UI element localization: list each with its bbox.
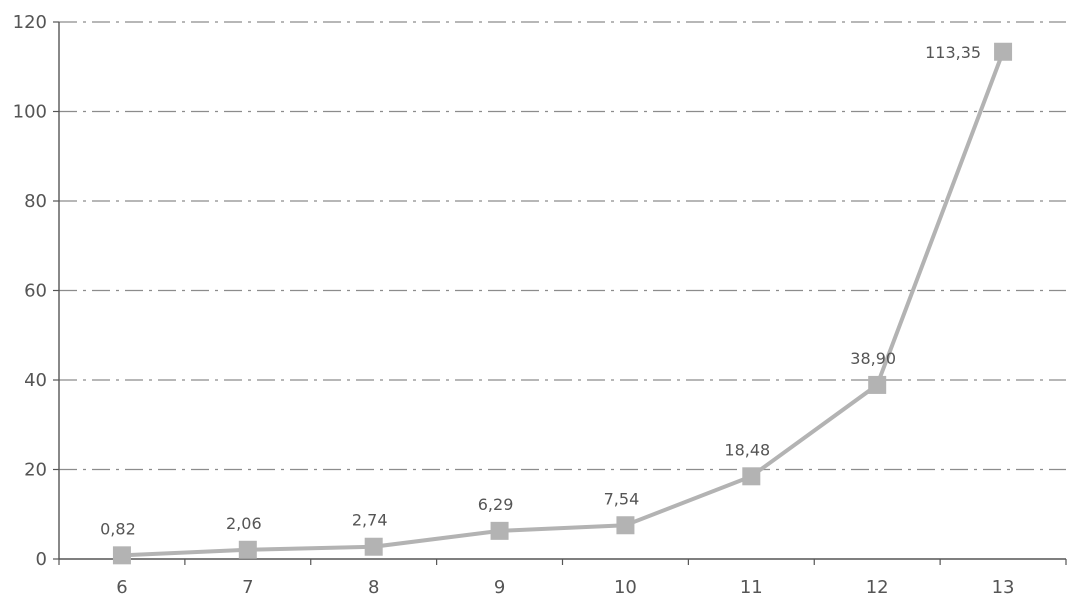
x-tick-label-6: 6 (116, 577, 127, 596)
y-tick-label-100: 100 (13, 102, 47, 123)
x-tick-label-10: 10 (614, 577, 637, 596)
x-tick-label-12: 12 (866, 577, 889, 596)
data-point-11 (742, 467, 761, 486)
y-tick-label-60: 60 (24, 281, 47, 302)
data-label-7: 2,06 (226, 514, 262, 533)
data-point-12 (868, 375, 887, 394)
data-point-6 (112, 546, 131, 565)
data-label-8: 2,74 (352, 511, 388, 530)
data-series (112, 42, 1013, 565)
data-point-13 (994, 42, 1013, 61)
data-label-12: 38,90 (850, 349, 896, 368)
data-label-13: 113,35 (925, 43, 981, 62)
y-tick-label-20: 20 (24, 460, 47, 481)
x-tick-label-7: 7 (242, 577, 253, 596)
y-tick-label-0: 0 (36, 549, 47, 570)
data-point-10 (616, 516, 635, 535)
x-tick-label-13: 13 (992, 577, 1015, 596)
data-label-10: 7,54 (604, 489, 640, 508)
x-tick-label-11: 11 (740, 577, 763, 596)
x-tick-label-8: 8 (368, 577, 379, 596)
y-tick-label-120: 120 (13, 12, 47, 33)
y-tick-label-80: 80 (24, 191, 47, 212)
data-label-11: 18,48 (724, 440, 770, 459)
y-axis-ticks: 0 20 40 60 80 100 120 (13, 12, 59, 570)
series-line-0 (121, 51, 1005, 558)
data-label-6: 0,82 (100, 519, 136, 538)
gridlines (59, 21, 1066, 471)
data-label-9: 6,29 (478, 495, 514, 514)
y-tick-label-40: 40 (24, 370, 47, 391)
x-axis-ticks: 6 7 8 9 10 11 12 13 (58, 559, 1067, 596)
data-point-7 (238, 540, 257, 559)
data-labels: 0,82 2,06 2,74 6,29 7,54 18,48 38,90 113,35 (100, 43, 981, 539)
x-tick-label-9: 9 (494, 577, 505, 596)
data-point-8 (364, 537, 383, 556)
data-point-9 (490, 521, 509, 540)
